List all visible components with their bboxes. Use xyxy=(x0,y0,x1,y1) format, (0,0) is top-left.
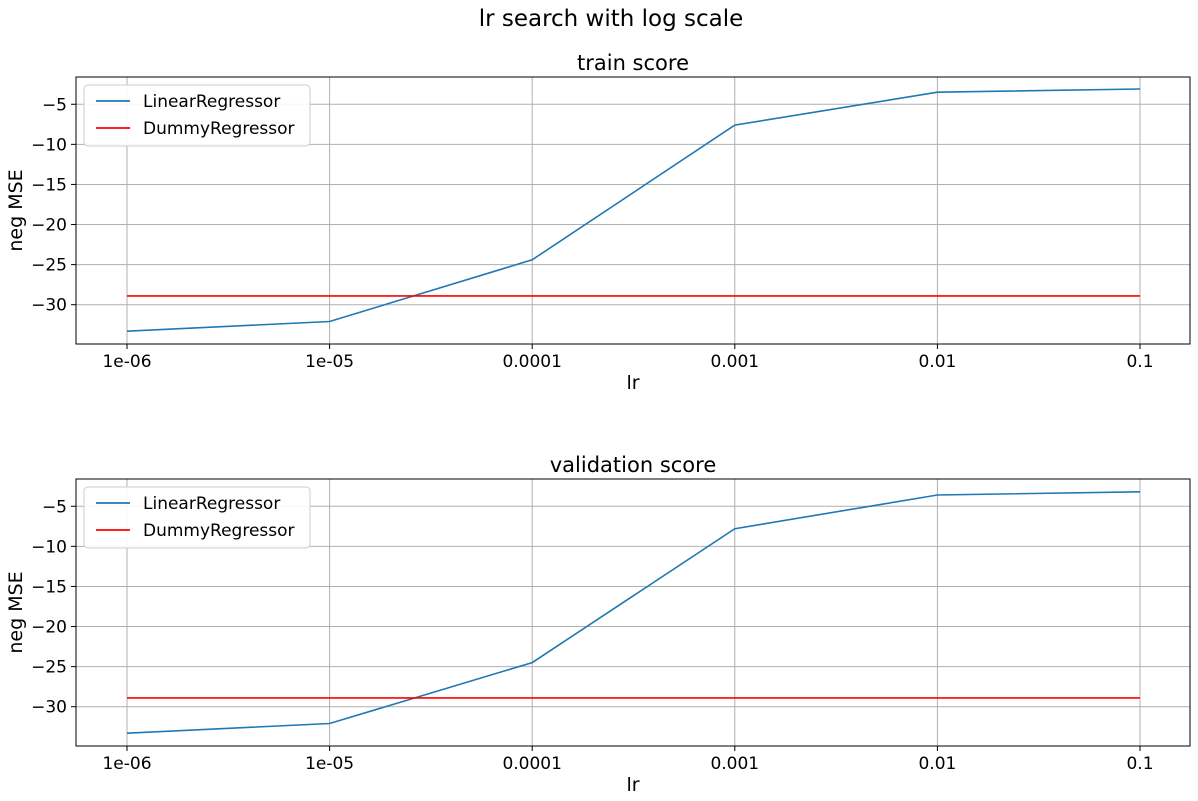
y-tick-label: −20 xyxy=(31,618,67,638)
legend-box xyxy=(83,486,311,549)
figure-title: lr search with log scale xyxy=(479,6,744,32)
y-tick-label: −5 xyxy=(42,497,67,517)
legend-label: LinearRegressor xyxy=(143,92,280,112)
legend-label: LinearRegressor xyxy=(143,494,280,514)
x-tick-label: 0.0001 xyxy=(502,352,561,372)
y-tick-label: −10 xyxy=(31,537,67,557)
x-tick-label: 0.01 xyxy=(918,352,956,372)
x-tick-label: 1e-06 xyxy=(102,754,151,774)
legend: LinearRegressor DummyRegressor xyxy=(83,84,311,147)
y-tick-label: −25 xyxy=(31,256,67,276)
train-score-plot: train score 1e-06 1e-05 0.0001 0.001 0.01 0.1 −… xyxy=(5,51,1191,394)
subplot-title: train score xyxy=(577,51,689,75)
x-tick-label: 0.01 xyxy=(918,754,956,774)
y-axis-label: neg MSE xyxy=(5,571,27,653)
x-tick-label: 1e-06 xyxy=(102,352,151,372)
y-tick-label: −10 xyxy=(31,135,67,155)
x-tick-label: 1e-05 xyxy=(305,754,354,774)
x-tick-label: 1e-05 xyxy=(305,352,354,372)
y-axis-label: neg MSE xyxy=(5,169,27,251)
x-tick-label: 0.001 xyxy=(710,754,759,774)
legend-label: DummyRegressor xyxy=(143,119,295,139)
subplot-title: validation score xyxy=(550,453,717,477)
series-line-linearregressor xyxy=(126,88,1141,332)
x-axis-label: lr xyxy=(626,774,639,796)
x-tick-label: 0.0001 xyxy=(502,754,561,774)
y-tick-label: −30 xyxy=(31,296,67,316)
axes-frame xyxy=(75,76,1191,345)
x-axis-label: lr xyxy=(626,372,639,394)
y-tick-label: −30 xyxy=(31,698,67,718)
y-tick-label: −25 xyxy=(31,658,67,678)
axes-frame xyxy=(75,478,1191,747)
y-tick-label: −15 xyxy=(31,577,67,597)
x-tick-label: 0.1 xyxy=(1126,754,1153,774)
legend-label: DummyRegressor xyxy=(143,521,295,541)
x-tick-label: 0.1 xyxy=(1126,352,1153,372)
x-tick-label: 0.001 xyxy=(710,352,759,372)
y-tick-label: −5 xyxy=(42,95,67,115)
legend-box xyxy=(83,84,311,147)
validation-score-plot: validation score 1e-06 1e-05 0.0001 0.001 0.0… xyxy=(5,453,1191,796)
legend: LinearRegressor DummyRegressor xyxy=(83,486,311,549)
series-line-linearregressor xyxy=(126,491,1141,734)
y-tick-label: −20 xyxy=(31,216,67,236)
y-tick-label: −15 xyxy=(31,175,67,195)
